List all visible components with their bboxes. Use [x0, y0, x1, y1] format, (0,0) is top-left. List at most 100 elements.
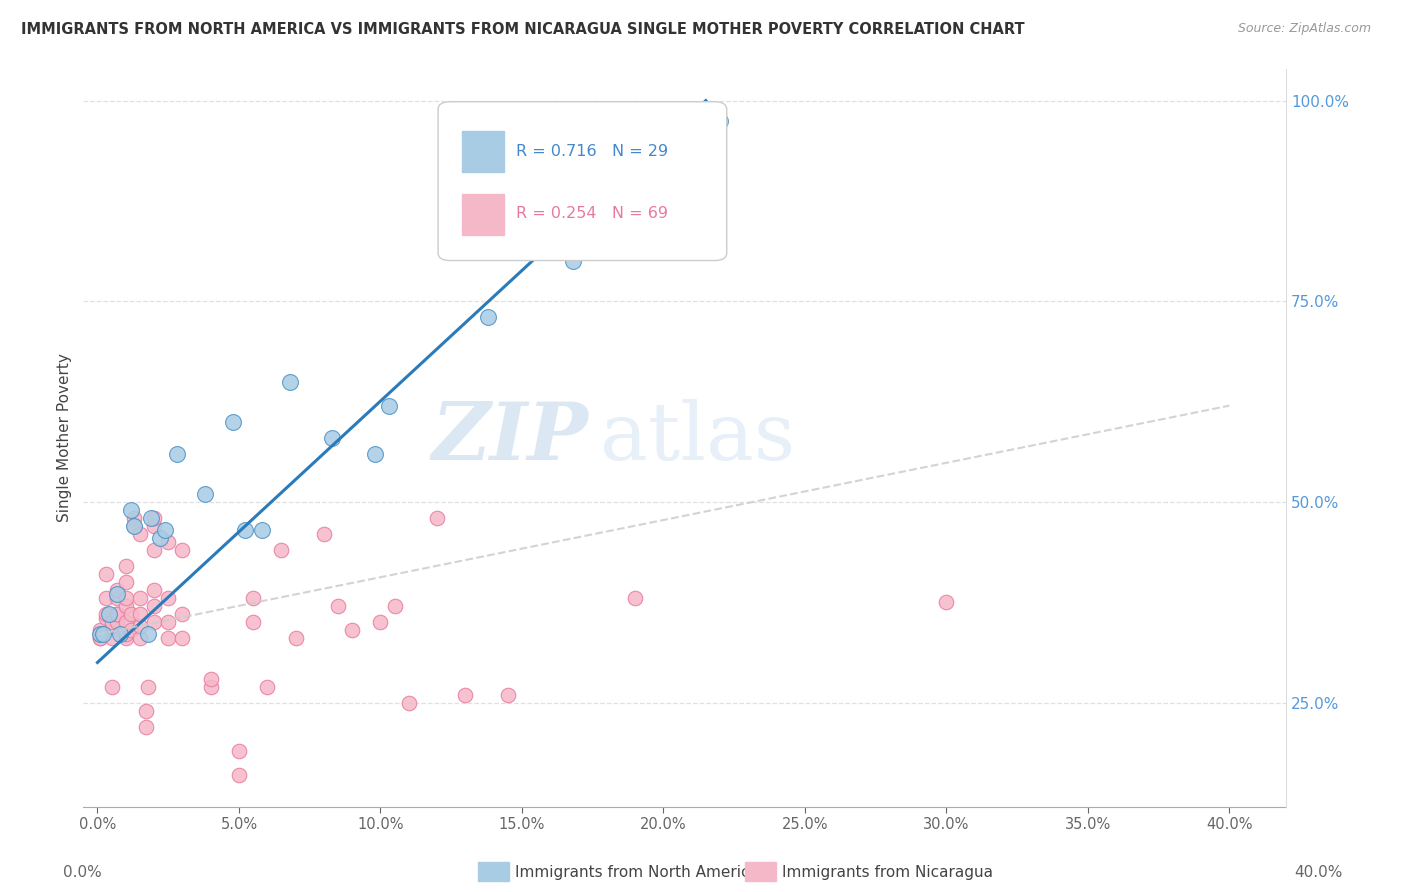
Point	[100, 619, 122, 633]
Bar	[463, 131, 505, 172]
Point	[141, 511, 163, 525]
Point	[624, 591, 647, 606]
Point	[105, 591, 128, 606]
Point	[105, 583, 128, 598]
Point	[477, 310, 499, 325]
Point	[143, 615, 166, 630]
Point	[105, 615, 128, 630]
Point	[94, 591, 117, 606]
Point	[157, 591, 180, 606]
Point	[143, 583, 166, 598]
Point	[384, 599, 406, 614]
Point	[496, 688, 519, 702]
Point	[143, 599, 166, 614]
Y-axis label: Single Mother Poverty: Single Mother Poverty	[58, 353, 72, 522]
Point	[94, 567, 117, 582]
Point	[228, 744, 250, 758]
Point	[122, 519, 145, 533]
Point	[120, 503, 142, 517]
Point	[172, 607, 194, 622]
Point	[172, 632, 194, 646]
Text: IMMIGRANTS FROM NORTH AMERICA VS IMMIGRANTS FROM NICARAGUA SINGLE MOTHER POVERTY: IMMIGRANTS FROM NORTH AMERICA VS IMMIGRA…	[21, 22, 1025, 37]
Point	[157, 535, 180, 549]
Point	[114, 559, 136, 574]
Point	[135, 720, 157, 734]
Point	[200, 680, 222, 694]
Point	[194, 487, 217, 501]
Point	[94, 607, 117, 622]
Point	[89, 632, 111, 646]
Point	[326, 599, 349, 614]
Point	[647, 190, 669, 204]
Point	[370, 615, 392, 630]
Point	[114, 615, 136, 630]
Point	[128, 527, 150, 541]
Point	[149, 531, 172, 545]
Point	[89, 627, 111, 641]
Point	[100, 632, 122, 646]
Point	[250, 523, 273, 537]
Point	[270, 543, 292, 558]
Point	[686, 113, 709, 128]
Point	[120, 624, 142, 638]
Point	[108, 627, 131, 641]
Point	[312, 527, 335, 541]
Point	[166, 447, 188, 461]
Point	[105, 587, 128, 601]
Point	[89, 627, 111, 641]
Point	[128, 591, 150, 606]
Point	[100, 680, 122, 694]
Point	[689, 113, 711, 128]
Point	[454, 688, 477, 702]
Bar	[463, 194, 505, 235]
Text: ZIP: ZIP	[432, 399, 589, 476]
Point	[692, 113, 714, 128]
Point	[378, 399, 401, 413]
Point	[128, 632, 150, 646]
Point	[340, 624, 363, 638]
Point	[157, 615, 180, 630]
Point	[200, 672, 222, 686]
Point	[233, 523, 256, 537]
Point	[100, 615, 122, 630]
Point	[128, 619, 150, 633]
Point	[426, 511, 449, 525]
FancyBboxPatch shape	[439, 102, 727, 260]
Point	[94, 611, 117, 625]
Point	[97, 607, 120, 622]
Point	[114, 599, 136, 614]
Point	[91, 627, 114, 641]
Point	[122, 511, 145, 525]
Text: Immigrants from North America: Immigrants from North America	[515, 865, 758, 880]
Point	[561, 254, 583, 268]
Point	[138, 680, 160, 694]
Point	[143, 519, 166, 533]
Point	[155, 523, 177, 537]
Text: Source: ZipAtlas.com: Source: ZipAtlas.com	[1237, 22, 1371, 36]
Point	[138, 627, 160, 641]
Point	[242, 591, 264, 606]
Point	[143, 543, 166, 558]
Point	[114, 632, 136, 646]
Point	[120, 607, 142, 622]
Point	[709, 113, 731, 128]
Point	[278, 375, 301, 389]
Point	[122, 519, 145, 533]
Text: 40.0%: 40.0%	[1295, 865, 1343, 880]
Point	[157, 632, 180, 646]
Point	[114, 627, 136, 641]
Point	[143, 511, 166, 525]
Point	[364, 447, 387, 461]
Point	[128, 607, 150, 622]
Text: Immigrants from Nicaragua: Immigrants from Nicaragua	[782, 865, 993, 880]
Point	[172, 543, 194, 558]
Point	[256, 680, 278, 694]
Point	[935, 595, 957, 609]
Point	[114, 591, 136, 606]
Point	[284, 632, 307, 646]
Point	[105, 607, 128, 622]
Point	[114, 575, 136, 590]
Text: R = 0.254   N = 69: R = 0.254 N = 69	[516, 206, 668, 221]
Text: atlas: atlas	[600, 399, 796, 476]
Point	[222, 415, 245, 429]
